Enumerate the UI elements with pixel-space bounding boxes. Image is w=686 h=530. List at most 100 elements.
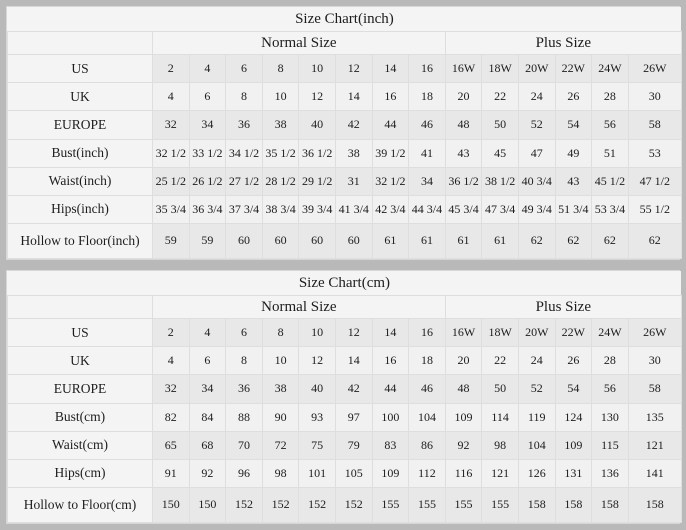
- table-cell: 42: [334, 110, 373, 140]
- table-cell: 158: [517, 486, 556, 524]
- table-cell: 152: [225, 486, 263, 524]
- table-cell: 158: [591, 486, 629, 524]
- table-row: Bust(inch) 32 1/2 33 1/2 34 1/2 35 1/2 36 1/2…: [7, 138, 682, 168]
- table-cell: 16: [408, 54, 446, 84]
- table-cell: 34: [188, 374, 227, 404]
- table-cell: 62: [591, 222, 629, 260]
- table-cell: 100: [371, 402, 410, 432]
- table-cell: 68: [188, 430, 227, 460]
- table-cell: 104: [517, 430, 556, 460]
- row-label: UK: [7, 82, 153, 112]
- table-cell: 8: [225, 82, 263, 112]
- table-cell: 152: [298, 486, 336, 524]
- table-cell: 18W: [481, 54, 519, 84]
- table-cell: 12: [298, 346, 336, 376]
- table-cell: 32 1/2: [152, 138, 190, 168]
- table-cell: 35 3/4: [152, 194, 190, 224]
- table-cell: 90: [261, 402, 300, 432]
- table-cell: 47 3/4: [481, 194, 519, 224]
- table-cell: 88: [225, 402, 263, 432]
- table-cell: 124: [554, 402, 593, 432]
- table-cell: 155: [444, 486, 483, 524]
- table-cell: 12: [334, 318, 373, 348]
- table-cell: 49: [554, 138, 593, 168]
- table-cell: 10: [261, 82, 300, 112]
- row-label: Hips(cm): [7, 458, 153, 488]
- table-cell: 35 1/2: [261, 138, 300, 168]
- table-cell: 130: [591, 402, 629, 432]
- table-cell: 61: [481, 222, 519, 260]
- table-cell: 126: [517, 458, 556, 488]
- table-cell: 109: [444, 402, 483, 432]
- table-cell: 96: [225, 458, 263, 488]
- table-cell: 27 1/2: [225, 166, 263, 196]
- table-cell: 36: [225, 374, 263, 404]
- table-cell: 16W: [444, 318, 483, 348]
- table-cell: 55 1/2: [627, 194, 682, 224]
- table-cell: 50: [481, 110, 519, 140]
- table-row: UK 4 6 8 10 12 14 16 18 20 22 24 26 28 30: [7, 82, 682, 112]
- table-row: UK 4 6 8 10 12 14 16 18 20 22 24 26 28 30: [7, 346, 682, 376]
- table-cell: 36 1/2: [444, 166, 483, 196]
- table-row: EUROPE 32 34 36 38 40 42 44 46 48 50 52 54 56 58: [7, 110, 682, 140]
- table-cell: 10: [298, 54, 336, 84]
- table-cell: 62: [517, 222, 556, 260]
- table-cell: 20: [444, 346, 483, 376]
- table-cell: 18W: [481, 318, 519, 348]
- table-cell: 53: [627, 138, 682, 168]
- table-cell: 6: [225, 54, 263, 84]
- table-cell: 36: [225, 110, 263, 140]
- table-cell: 22W: [554, 318, 593, 348]
- table-cell: 20W: [517, 54, 556, 84]
- table-cell: 109: [554, 430, 593, 460]
- table-cell: 40: [298, 374, 336, 404]
- table-cell: 38 3/4: [261, 194, 300, 224]
- table-row: Waist(cm) 65 68 70 72 75 79 83 86 92 98 104 109 115 12…: [7, 430, 682, 460]
- table-cell: 48: [444, 374, 483, 404]
- table-cell: 42: [334, 374, 373, 404]
- table-cell: 46: [408, 374, 446, 404]
- table-row: Waist(inch) 25 1/2 26 1/2 27 1/2 28 1/2 29 1/…: [7, 166, 682, 196]
- table-cell: 158: [627, 486, 682, 524]
- table-cell: 60: [261, 222, 300, 260]
- table-cell: 112: [408, 458, 446, 488]
- table-cell: 40: [298, 110, 336, 140]
- table-cell: 59: [152, 222, 190, 260]
- row-label: Hollow to Floor(inch): [7, 222, 153, 260]
- table-cell: 14: [371, 318, 410, 348]
- table-cell: 14: [334, 82, 373, 112]
- table-cell: 119: [517, 402, 556, 432]
- group-header-row: Normal Size Plus Size: [7, 31, 682, 56]
- table-cell: 155: [408, 486, 446, 524]
- table-cell: 61: [408, 222, 446, 260]
- table-cell: 32: [152, 110, 190, 140]
- table-cell: 97: [334, 402, 373, 432]
- table-cell: 54: [554, 374, 593, 404]
- table-cell: 47 1/2: [627, 166, 682, 196]
- table-cell: 20W: [517, 318, 556, 348]
- table-cell: 16W: [444, 54, 483, 84]
- table-cell: 60: [334, 222, 373, 260]
- table-cell: 58: [627, 110, 682, 140]
- table-cell: 44 3/4: [408, 194, 446, 224]
- table-cell: 83: [371, 430, 410, 460]
- size-table: Size Chart(cm) Normal Size Plus Size US 2 4 6 8…: [7, 271, 682, 524]
- table-cell: 61: [444, 222, 483, 260]
- table-cell: 16: [371, 346, 410, 376]
- table-cell: 38: [261, 110, 300, 140]
- table-cell: 116: [444, 458, 483, 488]
- chart-title: Size Chart(cm): [7, 271, 682, 297]
- table-cell: 60: [225, 222, 263, 260]
- table-cell: 50: [481, 374, 519, 404]
- table-cell: 46: [408, 110, 446, 140]
- table-cell: 150: [188, 486, 227, 524]
- group-header-plus-size: Plus Size: [444, 31, 682, 56]
- table-cell: 4: [188, 54, 227, 84]
- table-cell: 28 1/2: [261, 166, 300, 196]
- table-cell: 22W: [554, 54, 593, 84]
- table-cell: 42 3/4: [371, 194, 410, 224]
- table-cell: 4: [152, 82, 190, 112]
- table-cell: 52: [517, 110, 556, 140]
- table-cell: 136: [591, 458, 629, 488]
- table-cell: 98: [261, 458, 300, 488]
